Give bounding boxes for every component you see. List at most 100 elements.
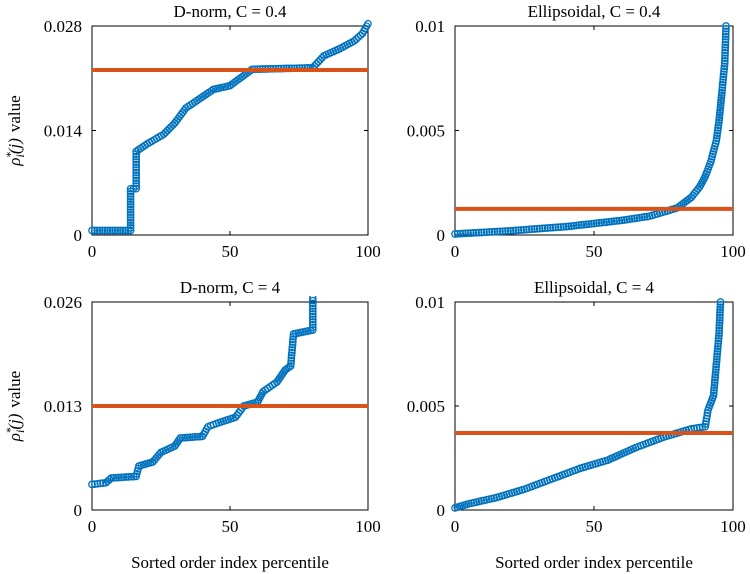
y-tick-label: 0.013 <box>44 397 82 416</box>
data-point <box>126 216 135 224</box>
data-point <box>720 67 728 76</box>
data-point <box>106 226 114 235</box>
data-point <box>715 324 724 332</box>
data-point <box>714 342 722 351</box>
data-point <box>474 228 483 237</box>
data-point <box>711 370 720 379</box>
axes-box <box>454 25 734 236</box>
data-point <box>720 57 729 65</box>
data-point <box>88 226 96 235</box>
data-point <box>720 62 729 71</box>
data-point <box>720 65 729 73</box>
data-point <box>543 224 552 232</box>
data-point <box>286 362 295 370</box>
data-point <box>126 203 135 211</box>
data-point <box>126 195 135 204</box>
data-point <box>132 155 141 164</box>
data-point <box>96 479 105 488</box>
data-point <box>132 174 141 182</box>
data-point <box>126 210 135 219</box>
data-point <box>288 346 296 354</box>
data-point <box>713 344 722 353</box>
data-point <box>95 226 104 235</box>
data-point <box>108 226 117 235</box>
data-point <box>99 479 107 487</box>
data-point <box>308 299 317 308</box>
data-point <box>559 222 568 231</box>
data-point <box>493 227 502 236</box>
data-point <box>714 118 723 127</box>
data-point <box>490 227 499 236</box>
data-point <box>541 224 549 233</box>
y-tick-label: 0 <box>437 226 446 245</box>
data-point <box>288 338 297 346</box>
data-point <box>98 226 107 235</box>
y-tick-label: 0.005 <box>407 397 445 416</box>
data-point <box>126 208 135 217</box>
data-point <box>105 475 114 484</box>
x-tick-label: 0 <box>451 242 460 261</box>
data-point <box>716 300 725 309</box>
chart-panel-4: 0 50 100 0 0.005 0.01 Ellipsoidal, C = 4 <box>407 278 746 536</box>
data-point <box>308 323 317 332</box>
data-point <box>715 331 723 340</box>
data-point <box>308 315 317 324</box>
panel-title: Ellipsoidal, C = 4 <box>534 278 655 297</box>
y-axis-label: ρ*i(j)value <box>3 371 27 442</box>
data-point <box>288 348 296 357</box>
data-point <box>702 414 711 423</box>
axes-box <box>454 301 734 511</box>
data-point <box>592 219 601 228</box>
data-point <box>287 356 296 365</box>
data-point <box>308 302 317 310</box>
data-point <box>718 81 727 89</box>
data-point <box>126 197 135 206</box>
data-point <box>711 376 719 384</box>
data-point <box>709 389 718 397</box>
data-point <box>530 225 539 233</box>
data-point <box>101 226 109 235</box>
data-point <box>114 473 123 482</box>
data-point <box>132 158 141 166</box>
data-point <box>461 229 470 238</box>
x-tick-label: 50 <box>586 517 603 536</box>
data-point <box>719 78 727 87</box>
data-point <box>126 205 135 214</box>
data-point <box>285 363 293 372</box>
data-point <box>113 226 122 235</box>
data-point <box>713 129 722 137</box>
data-point <box>126 221 135 230</box>
panel-title: D-norm, C = 4 <box>180 278 281 297</box>
data-point <box>467 229 475 237</box>
data-point <box>509 226 518 235</box>
y-tick-label: 0 <box>74 226 83 245</box>
data-point <box>506 226 515 235</box>
data-point <box>564 222 573 231</box>
data-point <box>562 222 571 231</box>
data-point <box>701 420 710 428</box>
data-point <box>721 46 730 55</box>
data-point <box>456 229 465 238</box>
data-point <box>701 422 710 431</box>
data-point <box>709 391 718 400</box>
data-point <box>288 343 297 352</box>
x-axis-label: Sorted order index percentile <box>495 553 693 572</box>
data-point <box>132 163 141 172</box>
data-point <box>504 227 512 235</box>
data-point <box>717 98 725 107</box>
data-point <box>517 226 526 234</box>
data-point <box>721 35 730 44</box>
data-point <box>132 184 141 193</box>
data-point <box>132 152 141 161</box>
data-point <box>482 228 491 237</box>
data-point <box>710 383 719 392</box>
data-point <box>132 168 141 177</box>
data-point <box>514 226 523 235</box>
data-point <box>93 479 102 488</box>
data-point <box>718 86 726 95</box>
data-point <box>191 433 199 441</box>
data-point <box>132 160 141 169</box>
data-point <box>702 417 710 426</box>
